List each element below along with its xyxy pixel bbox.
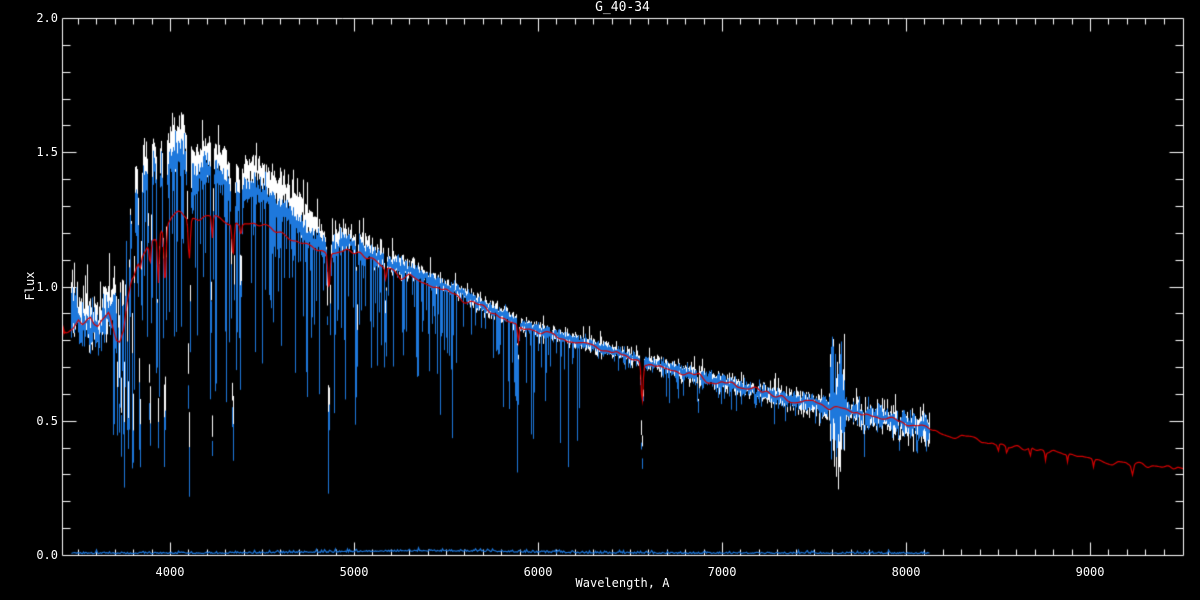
x-tick-label: 8000 xyxy=(891,565,921,579)
x-tick-label: 4000 xyxy=(155,565,185,579)
y-tick-label: 1.0 xyxy=(36,279,58,294)
y-tick-label: 0.0 xyxy=(36,548,58,562)
y-tick-label: 2.0 xyxy=(36,11,58,25)
x-tick-label: 5000 xyxy=(339,565,369,579)
plot-title: G_40-34 xyxy=(595,0,650,15)
y-tick-label: 0.5 xyxy=(36,413,58,428)
x-tick-label: 7000 xyxy=(707,565,737,579)
x-tick-label: 9000 xyxy=(1075,565,1105,579)
x-tick-label: 6000 xyxy=(523,565,553,579)
y-tick-label: 1.5 xyxy=(36,145,58,160)
x-axis-title: Wavelength, A xyxy=(575,576,670,590)
